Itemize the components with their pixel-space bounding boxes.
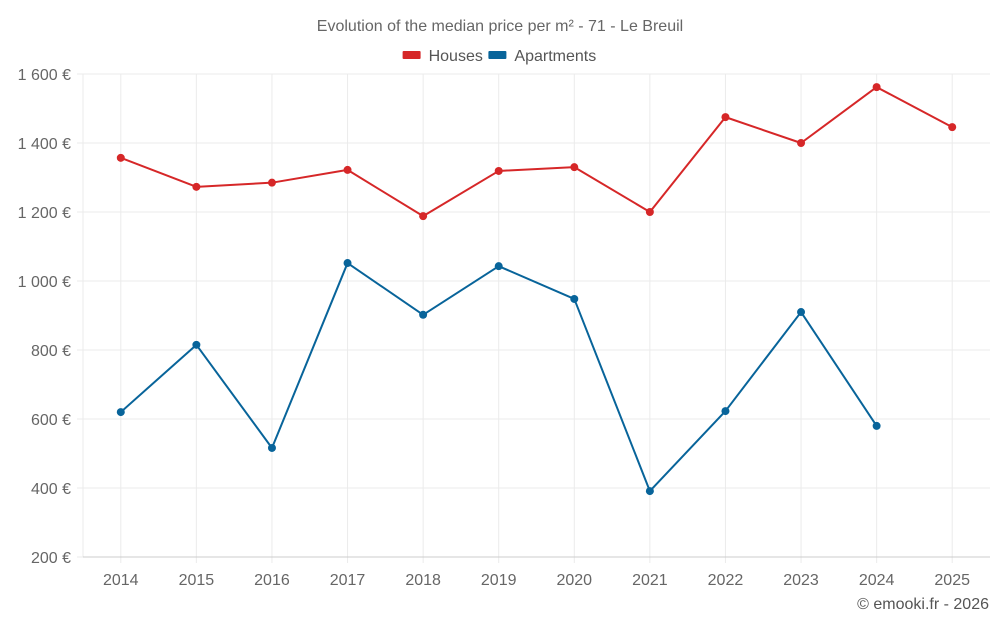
x-tick-label: 2016 [254,572,290,589]
y-tick-label: 400 € [31,481,71,498]
data-point[interactable] [948,123,957,132]
data-point[interactable] [494,166,503,175]
data-point[interactable] [645,487,654,496]
x-tick-label: 2021 [632,572,668,589]
data-point[interactable] [419,310,428,319]
x-tick-label: 2022 [708,572,744,589]
y-tick-label: 1 400 € [18,136,71,153]
x-tick-label: 2018 [405,572,441,589]
data-point[interactable] [721,113,730,122]
x-tick-label: 2023 [783,572,819,589]
data-point[interactable] [192,340,201,349]
series-line [120,86,953,218]
legend-item-apartments[interactable]: Apartments [488,48,596,65]
data-point[interactable] [343,259,352,268]
legend: Houses Apartments [402,48,596,65]
data-point[interactable] [721,407,730,416]
data-point[interactable] [797,308,806,317]
y-tick-label: 800 € [31,343,71,360]
x-tick-label: 2014 [103,572,139,589]
x-tick-label: 2024 [859,572,895,589]
data-point[interactable] [267,443,276,452]
x-tick-label: 2015 [179,572,215,589]
data-point[interactable] [872,421,881,430]
x-axis: 2014 2015 2016 2017 2018 2019 2020 2021 2022 2023… [83,556,990,589]
legend-swatch [488,51,507,59]
series-group [116,83,957,496]
legend-swatch [402,51,421,59]
data-point[interactable] [419,212,428,221]
series-houses [116,83,957,221]
y-tick-label: 600 € [31,412,71,429]
y-tick-label: 1 600 € [18,67,71,84]
data-point[interactable] [570,163,579,172]
x-tick-label: 2020 [556,572,592,589]
data-point[interactable] [494,262,503,271]
x-tick-label: 2025 [934,572,970,589]
credit-text: © emooki.fr - 2026 [857,596,989,613]
data-point[interactable] [116,153,125,162]
data-point[interactable] [797,139,806,147]
data-point[interactable] [872,83,881,92]
y-tick-label: 200 € [31,550,71,567]
gridlines [82,73,990,563]
y-tick-label: 1 000 € [18,274,71,291]
chart-title: Evolution of the median price per m² - 7… [317,18,683,35]
data-point[interactable] [645,208,654,216]
data-point[interactable] [570,294,579,303]
y-tick-label: 1 200 € [18,205,71,222]
data-point[interactable] [267,178,276,187]
y-axis: 200 € 400 € 600 € 800 € 1 000 € 1 200 € 1 400 … [18,67,83,567]
x-tick-label: 2019 [481,572,517,589]
legend-item-houses[interactable]: Houses [402,48,483,65]
legend-label: Houses [429,48,483,65]
series-apartments [116,259,881,496]
data-point[interactable] [343,165,352,174]
data-point[interactable] [116,408,125,417]
x-tick-label: 2017 [330,572,366,589]
data-point[interactable] [192,182,201,191]
legend-label: Apartments [514,48,596,65]
